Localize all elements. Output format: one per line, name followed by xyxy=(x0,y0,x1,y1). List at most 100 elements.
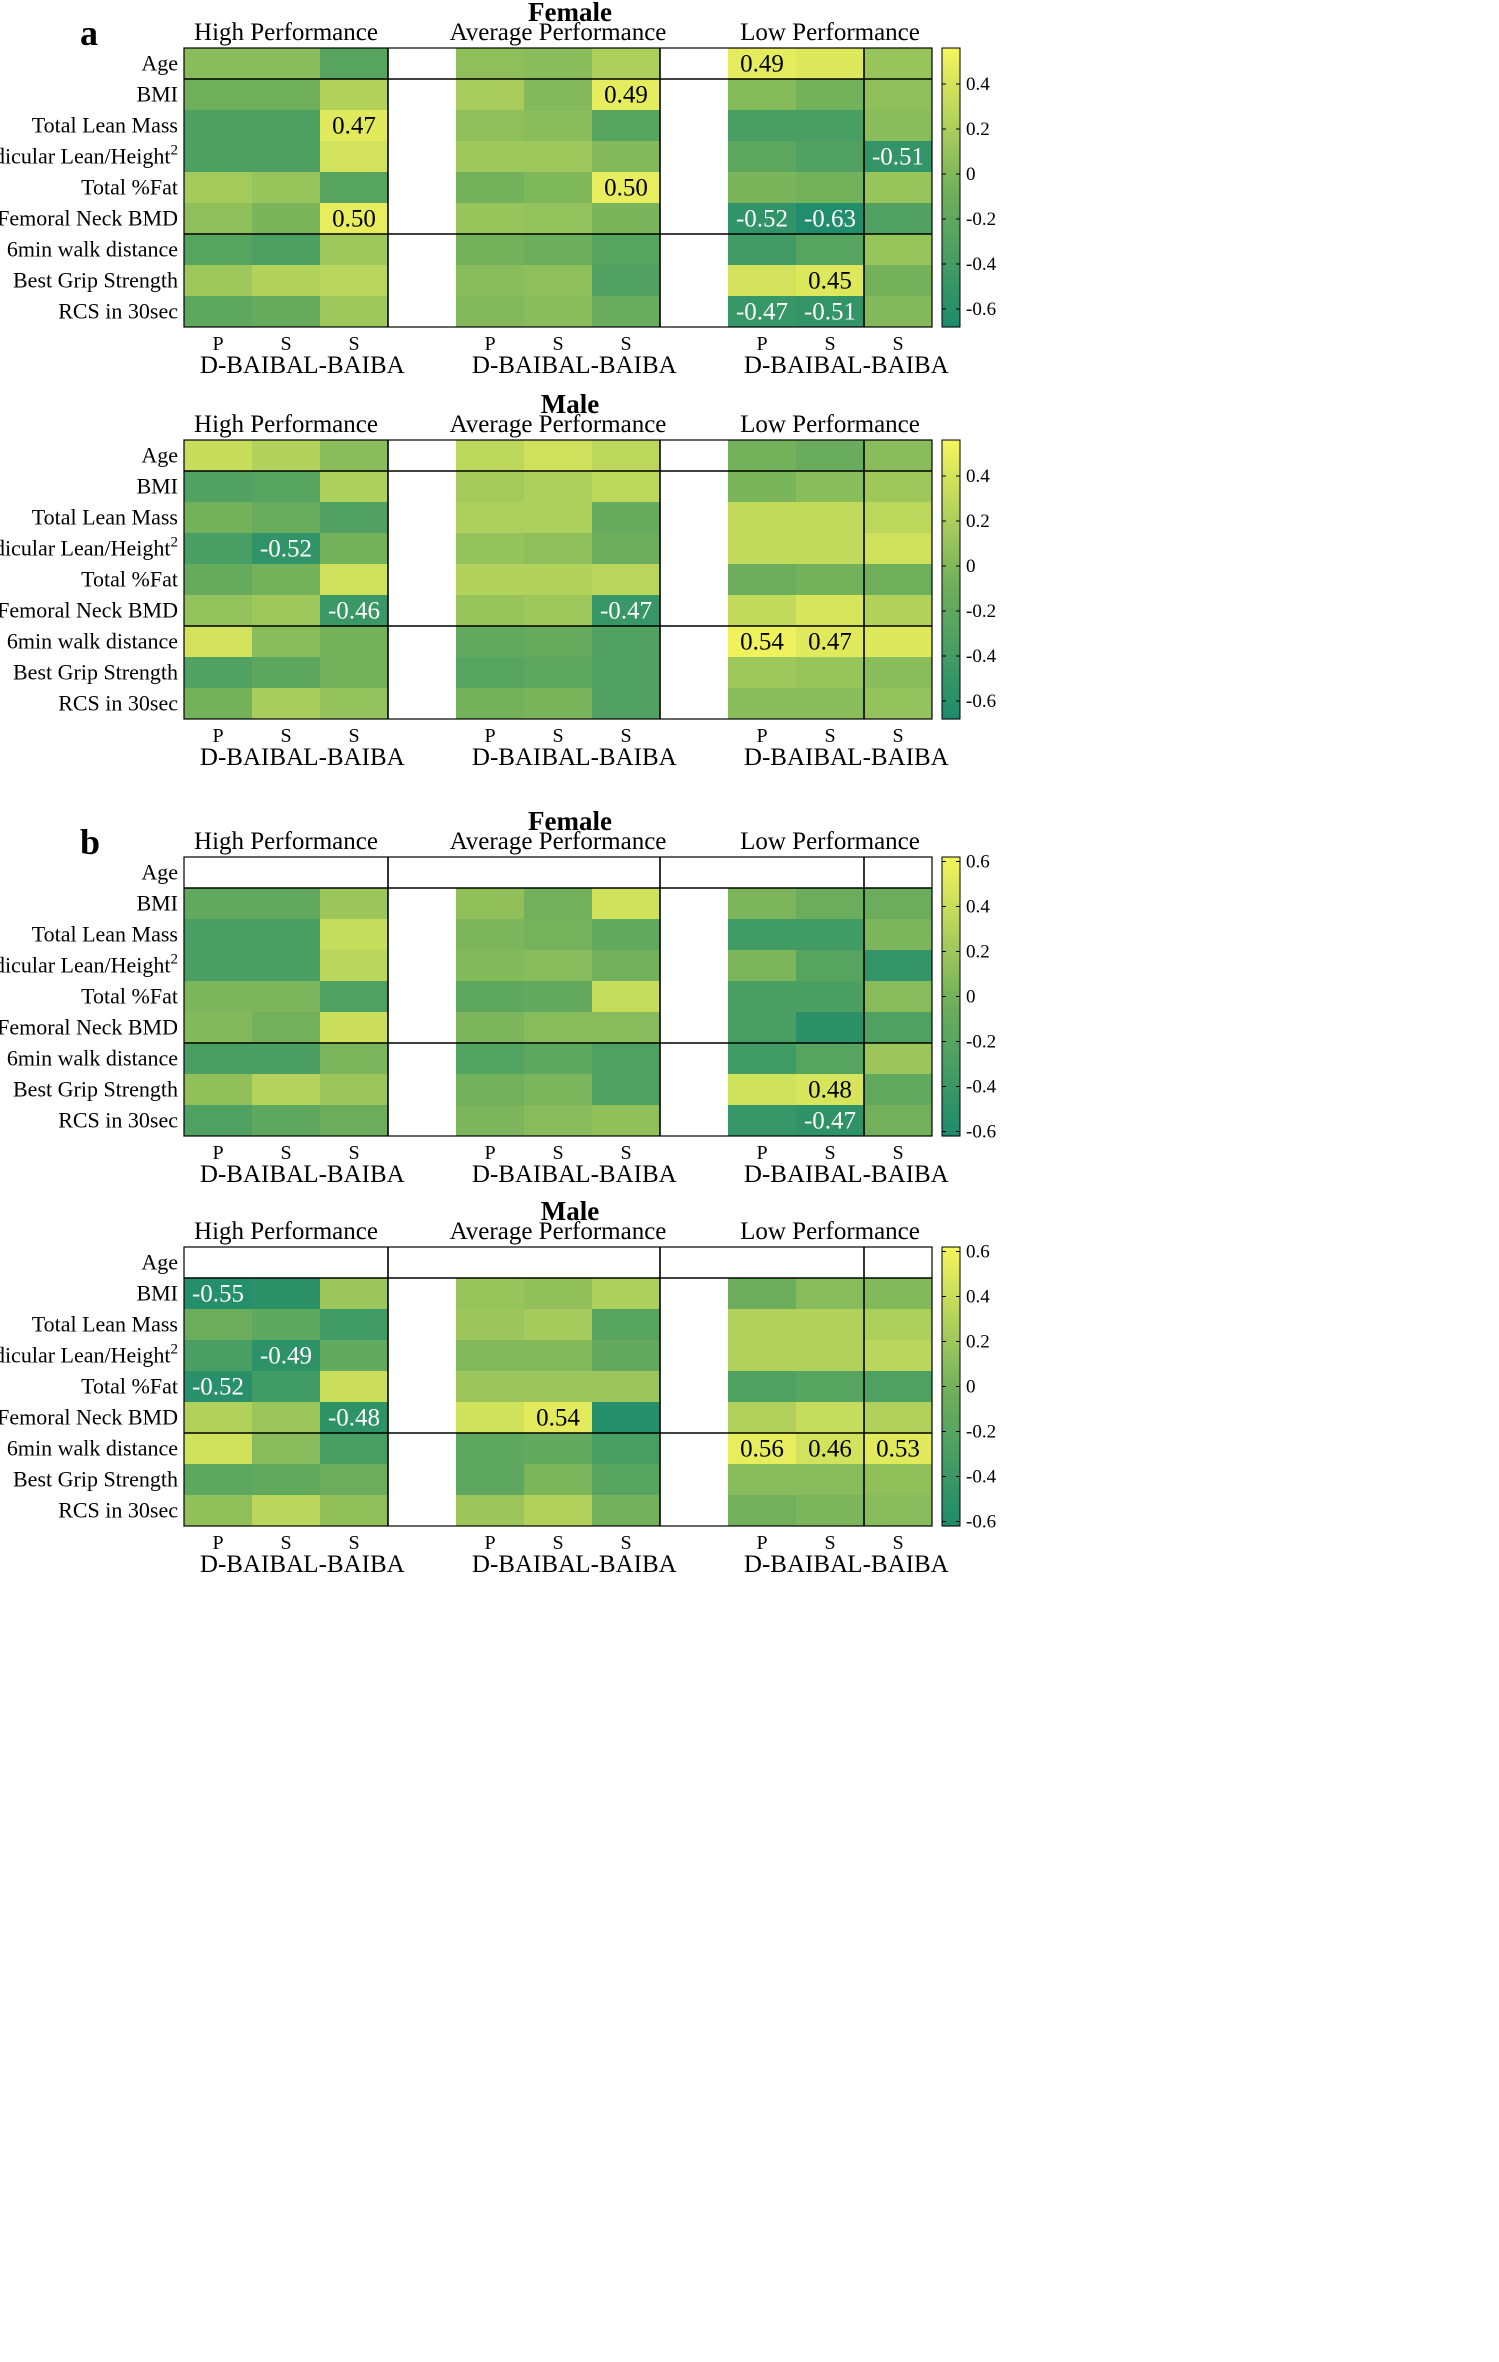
colorbar-segment xyxy=(942,94,960,100)
heatmap-cell xyxy=(252,919,321,951)
colorbar-tick-label: -0.4 xyxy=(966,1467,997,1488)
heatmap-cell xyxy=(252,110,321,142)
heatmap-cell xyxy=(320,234,389,266)
colorbar-segment xyxy=(942,1284,960,1290)
colorbar-segment xyxy=(942,635,960,641)
heatmap-cell xyxy=(524,533,593,565)
heatmap-cell xyxy=(524,919,593,951)
column-top-label: S xyxy=(552,725,563,747)
colorbar-segment xyxy=(942,1089,960,1095)
heatmap-cell xyxy=(184,79,253,111)
colorbar-segment xyxy=(942,57,960,63)
column-top-label: S xyxy=(348,1142,359,1164)
heatmap-cell xyxy=(728,857,797,889)
heatmap-cell xyxy=(456,141,525,173)
heatmap-cell xyxy=(592,595,661,627)
heatmap-cell xyxy=(524,1043,593,1075)
colorbar-segment xyxy=(942,644,960,650)
column-top-label: S xyxy=(280,725,291,747)
colorbar-segment xyxy=(942,1400,960,1406)
heatmap-cell xyxy=(320,1043,389,1075)
heatmap-cell xyxy=(252,48,321,80)
colorbar-segment xyxy=(942,271,960,277)
heatmap-cell xyxy=(592,265,661,297)
heatmap-cell xyxy=(592,564,661,596)
colorbar-segment xyxy=(942,663,960,669)
heatmap-cell xyxy=(252,1495,321,1527)
colorbar-segment xyxy=(942,247,960,254)
colorbar-segment xyxy=(942,61,960,68)
row-label: Age xyxy=(141,443,178,468)
heatmap-cell xyxy=(456,626,525,658)
column-top-label: S xyxy=(620,1532,631,1554)
heatmap-cell xyxy=(456,919,525,951)
column-top-label: S xyxy=(348,725,359,747)
colorbar-segment xyxy=(942,667,960,674)
colorbar-segment xyxy=(942,103,960,110)
colorbar-segment xyxy=(942,977,960,984)
heatmap-cell xyxy=(252,172,321,204)
heatmap-cell xyxy=(320,857,389,889)
heatmap-cell xyxy=(320,595,389,627)
heatmap-cell xyxy=(728,110,797,142)
colorbar-segment xyxy=(942,1330,960,1336)
row-label: Best Grip Strength xyxy=(13,268,178,293)
heatmap-panel-3: Male High Performance Average Performance L… xyxy=(0,1196,997,1578)
colorbar-segment xyxy=(942,1274,960,1281)
colorbar-segment xyxy=(942,1108,960,1114)
heatmap-cell xyxy=(728,1402,797,1434)
colorbar-segment xyxy=(942,922,960,928)
heatmap-cell xyxy=(320,919,389,951)
heatmap-cell xyxy=(796,1309,865,1341)
heatmap-cell xyxy=(252,440,321,472)
colorbar-segment xyxy=(942,584,960,590)
colorbar-frame xyxy=(941,439,961,720)
heatmap-cell xyxy=(728,1012,797,1044)
heatmap-cell xyxy=(796,1043,865,1075)
heatmap-cell xyxy=(456,1309,525,1341)
colorbar-segment xyxy=(942,1460,960,1467)
colorbar-segment xyxy=(942,705,960,711)
heatmap-cell xyxy=(252,1105,321,1137)
heatmap-cell xyxy=(728,1074,797,1106)
heatmap-cell xyxy=(184,950,253,982)
colorbar-segment xyxy=(942,261,960,268)
heatmap-cell xyxy=(184,296,253,328)
colorbar-segment xyxy=(942,322,960,328)
column-group-label: L-BAIBA xyxy=(847,352,948,379)
heatmap-cell xyxy=(796,595,865,627)
colorbar-tick-label: 0.4 xyxy=(966,1287,990,1308)
row-label: Age xyxy=(141,1250,178,1275)
heatmap-cell xyxy=(796,440,865,472)
colorbar-segment xyxy=(942,1001,960,1007)
heatmap-cell xyxy=(524,950,593,982)
heatmap-cell xyxy=(796,533,865,565)
colorbar-segment xyxy=(942,1437,960,1443)
column-group-label: D-BAIBA xyxy=(744,744,848,771)
heatmap-cell xyxy=(456,1105,525,1137)
colorbar-segment xyxy=(942,1279,960,1285)
heatmap-cell xyxy=(796,1074,865,1106)
heatmap-cell xyxy=(796,1278,865,1310)
row-label: BMI xyxy=(136,474,178,499)
row-label: 6min walk distance xyxy=(7,629,178,654)
colorbar-segment xyxy=(942,1117,960,1123)
heatmap-cell xyxy=(456,564,525,596)
cell-value-label: 0.56 xyxy=(740,1436,784,1463)
colorbar-segment xyxy=(942,1507,960,1513)
heatmap-cell xyxy=(728,265,797,297)
heatmap-cell xyxy=(456,1074,525,1106)
column-top-label: P xyxy=(212,1532,223,1554)
heatmap-cell xyxy=(796,857,865,889)
colorbar-segment xyxy=(942,1465,960,1471)
cell-value-label: -0.51 xyxy=(804,299,856,326)
column-top-label: P xyxy=(484,725,495,747)
colorbar-segment xyxy=(942,1098,960,1105)
colorbar-segment xyxy=(942,598,960,604)
colorbar-segment xyxy=(942,959,960,965)
row-label: Best Grip Strength xyxy=(13,660,178,685)
colorbar-segment xyxy=(942,289,960,296)
colorbar-segment xyxy=(942,1293,960,1299)
column-top-label: P xyxy=(756,333,767,355)
heatmap-cell xyxy=(524,1309,593,1341)
